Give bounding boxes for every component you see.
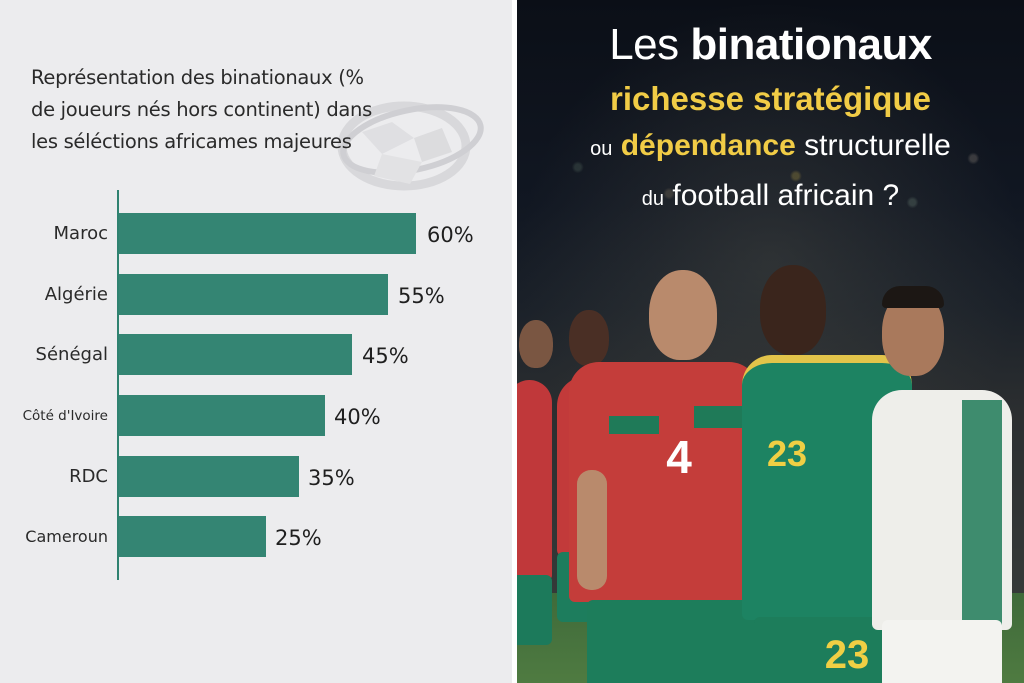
bar-value: 35% (308, 466, 355, 490)
jersey-number: 23 (766, 433, 808, 474)
headline-line-4: du football africain ? (641, 179, 900, 212)
chart-title-line: les séléctions africames majeures (31, 130, 352, 153)
bar-label: Cameroun (25, 527, 108, 546)
bar-row-cameroun: Cameroun 25% (0, 516, 512, 558)
bar-value: 45% (362, 344, 409, 368)
bar-row-senegal: Sénégal 45% (0, 334, 512, 376)
bar-label: Algérie (44, 284, 108, 305)
bar-label: Maroc (53, 223, 108, 244)
chart-title-line: de joueurs nés hors continent) dans (31, 98, 372, 121)
chart-title-line: Représentation des binationaux (% (31, 66, 364, 89)
chart-panel: Représentation des binationaux (% de jou… (0, 0, 512, 683)
bar-row-maroc: Maroc 60% (0, 213, 512, 255)
photo-panel: 3 4 23 23 Les binationaux richesse (517, 0, 1024, 683)
bar-value: 55% (398, 284, 445, 308)
bar-value: 60% (427, 223, 474, 247)
y-axis-line (117, 190, 119, 580)
bar-label: Sénégal (35, 344, 108, 365)
bar-value: 40% (334, 405, 381, 429)
bar-label: Côté d'Ivoire (22, 408, 108, 424)
bar (119, 516, 266, 557)
bar-row-cote-divoire: Côté d'Ivoire 40% (0, 395, 512, 437)
chart-title: Représentation des binationaux (% de jou… (31, 62, 451, 158)
headline-line-2: richesse stratégique (610, 80, 931, 117)
headline-line-1: Les binationaux (609, 20, 932, 69)
bar (119, 213, 416, 254)
bar (119, 334, 352, 375)
bar-row-algerie: Algérie 55% (0, 274, 512, 316)
jersey-number: 23 (824, 633, 870, 677)
headline-line-3: ou dépendance structurelle (590, 129, 951, 162)
bar (119, 274, 388, 315)
jersey-number: 4 (666, 431, 692, 483)
bar (119, 456, 299, 497)
headline: Les binationaux richesse stratégique ou … (517, 14, 1024, 222)
bar (119, 395, 325, 436)
globe-watermark-icon (337, 101, 484, 191)
bar-row-rdc: RDC 35% (0, 456, 512, 498)
bar-label: RDC (69, 466, 108, 487)
bar-value: 25% (275, 526, 322, 550)
